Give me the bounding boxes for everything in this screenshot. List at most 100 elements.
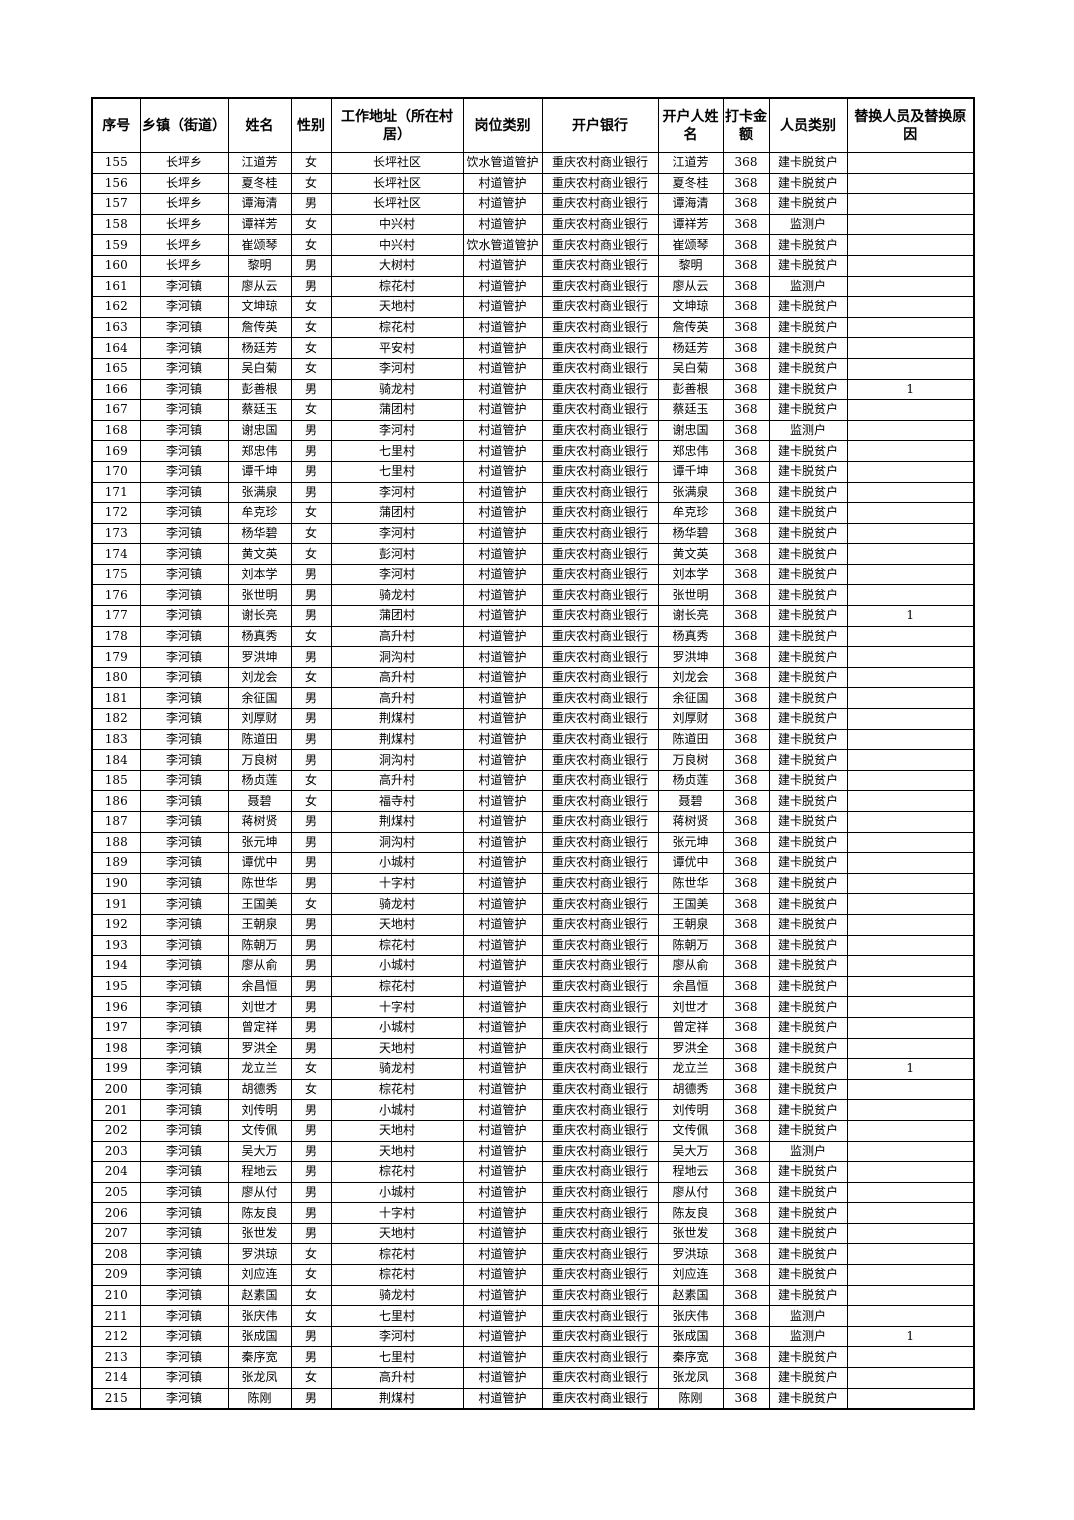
table-cell: 江道芳 [227, 152, 292, 174]
table-cell: 男 [290, 646, 332, 668]
table-cell: 骑龙村 [330, 584, 464, 607]
table-cell: 张龙凤 [657, 1367, 724, 1389]
table-cell: 张庆伟 [227, 1305, 292, 1327]
table-cell: 谢长亮 [657, 605, 724, 627]
table-cell: 黎明 [657, 254, 724, 277]
table-cell: 重庆农村商业银行 [541, 831, 659, 854]
table-cell: 张龙凤 [227, 1367, 292, 1389]
table-cell: 李河镇 [139, 852, 229, 874]
table-cell: 吴白菊 [657, 357, 724, 380]
table-cell: 李河镇 [139, 708, 229, 730]
table-cell: 赵素国 [657, 1284, 724, 1307]
table-cell: 王国美 [657, 893, 724, 915]
table-cell: 重庆农村商业银行 [541, 152, 659, 174]
table-row: 210 李河镇 赵素国女骑龙村 村道管护 重庆农村商业银行 赵素国 368 建卡脱贫户 [91, 1284, 975, 1307]
table-cell: 李河镇 [139, 996, 229, 1018]
table-cell: 洞沟村 [330, 749, 464, 771]
table-cell: 罗洪坤 [227, 646, 292, 668]
table-cell: 重庆农村商业银行 [541, 1325, 659, 1348]
table-cell: 368 [722, 1305, 770, 1327]
table-cell: 206 [91, 1202, 141, 1224]
table-cell: 吴白菊 [227, 357, 292, 380]
table-row: 205 李河镇 廖从付男小城村 村道管护 重庆农村商业银行 廖从付 368 建卡脱贫户 [91, 1181, 975, 1204]
table-cell: 195 [91, 975, 141, 998]
table-cell: 李河镇 [139, 934, 229, 957]
table-cell: 建卡脱贫户 [768, 872, 848, 895]
table-cell: 李河镇 [139, 790, 229, 812]
table-cell: 建卡脱贫户 [768, 1119, 848, 1142]
table-cell: 建卡脱贫户 [768, 1161, 848, 1183]
table-cell: 陈朝万 [657, 934, 724, 957]
table-cell: 368 [722, 687, 770, 710]
table-cell: 重庆农村商业银行 [541, 440, 659, 462]
table-cell: 村道管护 [462, 1305, 543, 1327]
table-cell: 胡德秀 [227, 1078, 292, 1101]
table-cell: 詹传英 [227, 316, 292, 339]
table-cell: 368 [722, 1099, 770, 1121]
table-cell: 蒋树贤 [227, 811, 292, 833]
table-cell: 182 [91, 708, 141, 730]
table-cell: 秦序宽 [227, 1346, 292, 1369]
table-cell: 368 [722, 1140, 770, 1163]
table-cell: 男 [290, 811, 332, 833]
table-cell: 村道管护 [462, 646, 543, 668]
table-cell: 368 [722, 1119, 770, 1142]
table-cell: 368 [722, 481, 770, 504]
table-cell: 杨真秀 [657, 625, 724, 648]
table-cell: 1 [846, 605, 975, 627]
table-row: 193 李河镇 陈朝万男棕花村 村道管护 重庆农村商业银行 陈朝万 368 建卡脱贫户 [91, 934, 975, 957]
table-cell: 重庆农村商业银行 [541, 811, 659, 833]
table-cell: 陈世华 [657, 872, 724, 895]
table-cell: 村道管护 [462, 296, 543, 318]
table-cell: 王朝泉 [657, 913, 724, 936]
table-cell: 蔡廷玉 [657, 399, 724, 421]
table-cell: 村道管护 [462, 749, 543, 771]
table-cell: 杨贞莲 [227, 769, 292, 792]
table-cell: 蒲团村 [330, 399, 464, 421]
table-cell: 罗洪全 [657, 1037, 724, 1060]
table-cell: 村道管护 [462, 584, 543, 607]
table-cell: 李河镇 [139, 316, 229, 339]
table-cell: 196 [91, 996, 141, 1018]
table-cell: 重庆农村商业银行 [541, 790, 659, 812]
table-cell: 张满泉 [657, 481, 724, 504]
table-cell: 李河镇 [139, 728, 229, 751]
table-cell: 368 [722, 1202, 770, 1224]
table-cell: 男 [290, 996, 332, 1018]
table-cell: 李河镇 [139, 337, 229, 359]
table-cell: 村道管护 [462, 687, 543, 710]
table-row: 179 李河镇 罗洪坤男洞沟村 村道管护 重庆农村商业银行 罗洪坤 368 建卡脱贫户 [91, 646, 975, 668]
table-cell: 208 [91, 1243, 141, 1266]
table-cell: 建卡脱贫户 [768, 955, 848, 977]
table-cell: 368 [722, 563, 770, 586]
table-cell: 男 [290, 1346, 332, 1369]
empty-cell [846, 172, 975, 195]
table-cell: 李河村 [330, 481, 464, 504]
table-cell: 李河镇 [139, 831, 229, 854]
empty-cell [846, 934, 975, 957]
table-cell: 建卡脱贫户 [768, 399, 848, 421]
table-cell: 建卡脱贫户 [768, 769, 848, 792]
table-cell: 廖从俞 [657, 955, 724, 977]
table-cell: 十字村 [330, 872, 464, 895]
table-cell: 棕花村 [330, 316, 464, 339]
table-cell: 李河镇 [139, 1346, 229, 1369]
table-cell: 建卡脱贫户 [768, 337, 848, 359]
table-cell: 廖从云 [227, 275, 292, 298]
table-cell: 建卡脱贫户 [768, 296, 848, 318]
empty-cell [846, 1140, 975, 1163]
table-cell: 李河镇 [139, 1222, 229, 1245]
table-cell: 长坪乡 [139, 193, 229, 215]
table-cell: 村道管护 [462, 790, 543, 812]
empty-cell [846, 296, 975, 318]
table-cell: 男 [290, 584, 332, 607]
table-cell: 谭祥芳 [657, 213, 724, 236]
header-cell: 替换人员及替换原因 [846, 97, 975, 153]
table-cell: 190 [91, 872, 141, 895]
table-cell: 村道管护 [462, 1264, 543, 1286]
table-cell: 曾定祥 [227, 1016, 292, 1039]
table-cell: 171 [91, 481, 141, 504]
empty-cell [846, 893, 975, 915]
table-cell: 重庆农村商业银行 [541, 934, 659, 957]
table-cell: 建卡脱贫户 [768, 708, 848, 730]
